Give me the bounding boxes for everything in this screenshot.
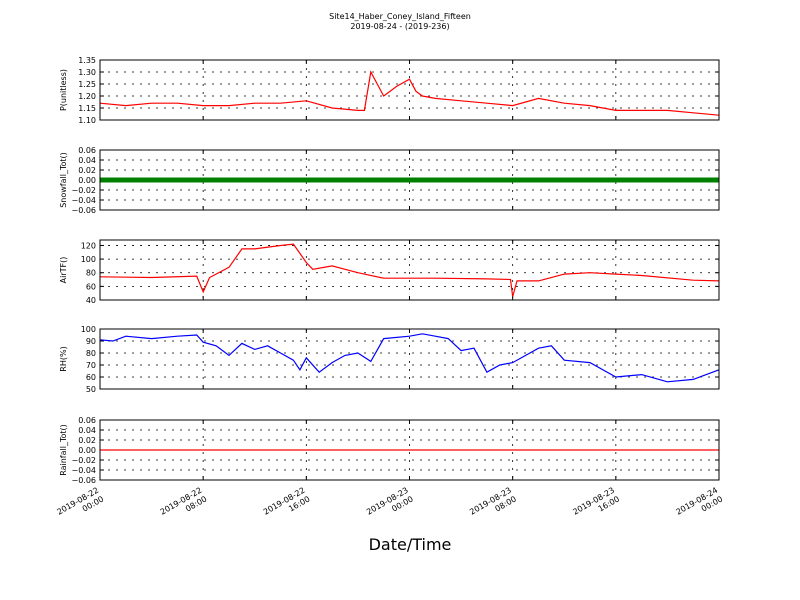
y-tick-label: 100 <box>81 255 96 264</box>
subplot-2: −0.06−0.04−0.020.000.020.040.06 Snowfall_… <box>59 146 720 215</box>
y-tick-label: −0.04 <box>71 196 96 205</box>
y-tick-label: 0.06 <box>78 146 96 155</box>
y-tick-label: 0.04 <box>78 156 96 165</box>
y-tick-label: −0.02 <box>71 186 96 195</box>
y-tick-label: −0.02 <box>71 456 96 465</box>
y-tick-label: 120 <box>81 241 96 250</box>
y-tick-label: 0.06 <box>78 416 96 425</box>
plot-frame <box>99 419 720 481</box>
y-tick-label: 100 <box>81 325 96 334</box>
y-tick-label: 1.10 <box>78 116 96 125</box>
series-line <box>99 70 720 116</box>
y-axis-label: RH(%) <box>59 346 68 371</box>
y-tick-label: 1.20 <box>78 92 96 101</box>
y-tick-label: 1.15 <box>78 104 96 113</box>
y-tick-label: 0.02 <box>78 166 96 175</box>
y-tick-label: 70 <box>86 361 96 370</box>
y-axis-label: P(unitless) <box>59 69 68 111</box>
y-axis-label: Rainfall_Tot() <box>59 424 68 476</box>
subplot-1: 1.10 1.15 1.20 1.25 1.30 1.35 P(unitless) <box>59 56 720 125</box>
subplot-5: −0.06−0.04−0.020.000.020.040.06 Rainfall_… <box>59 416 720 485</box>
y-tick-label: −0.04 <box>71 466 96 475</box>
plot-frame <box>99 239 720 301</box>
y-tick-label: 0.04 <box>78 426 96 435</box>
y-tick-label: 0.02 <box>78 436 96 445</box>
series-line <box>99 333 720 383</box>
plot-frame <box>99 328 720 390</box>
y-tick-label: 60 <box>86 373 96 382</box>
y-tick-label: 40 <box>86 296 96 305</box>
y-tick-label: −0.06 <box>71 476 96 485</box>
x-axis-label: Date/Time <box>369 535 452 554</box>
y-tick-label: 50 <box>86 385 96 394</box>
subplot-4: 50 60 70 80 90 100 RH(%) <box>59 325 720 394</box>
y-axis-label: AirTF() <box>59 257 68 284</box>
figure-title-line1: Site14_Haber_Coney_Island_Fifteen <box>329 12 471 21</box>
figure-title-line2: 2019-08-24 - (2019-236) <box>350 22 449 31</box>
y-tick-label: 1.30 <box>78 68 96 77</box>
y-tick-label: 80 <box>86 269 96 278</box>
y-tick-label: 1.35 <box>78 56 96 65</box>
series-line <box>99 243 720 297</box>
y-tick-label: 90 <box>86 337 96 346</box>
y-tick-label: 1.25 <box>78 80 96 89</box>
y-tick-label: −0.06 <box>71 206 96 215</box>
y-axis-label: Snowfall_Tot() <box>59 152 68 208</box>
plot-frame <box>99 149 720 211</box>
plot-frame <box>99 59 720 121</box>
subplot-3: 40 60 80 100 120 AirTF() <box>59 239 720 305</box>
y-tick-label: 80 <box>86 349 96 358</box>
subplot-stack: 1.10 1.15 1.20 1.25 1.30 1.35 P(unitless) −0.06… <box>59 56 720 485</box>
y-tick-label: 0.00 <box>78 446 96 455</box>
y-tick-label: 0.00 <box>78 176 96 185</box>
y-tick-label: 60 <box>86 282 96 291</box>
